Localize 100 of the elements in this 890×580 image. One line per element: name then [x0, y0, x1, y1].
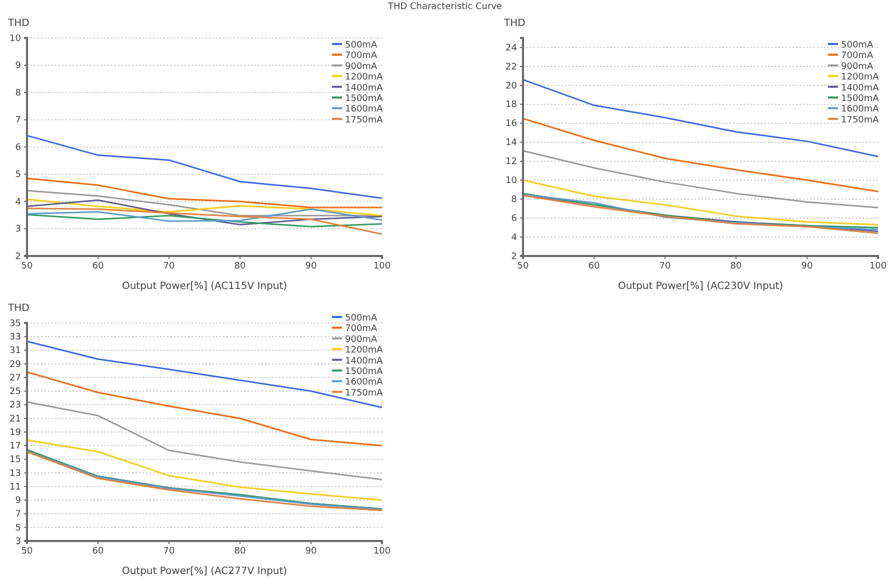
line-series	[522, 150, 879, 208]
y-tick-label: 5	[15, 170, 21, 180]
x-tick-label: 60	[588, 261, 600, 272]
line-series	[26, 208, 383, 222]
x-tick-label: 70	[163, 546, 175, 556]
y-tick-label: 13	[10, 468, 21, 479]
y-tick-label: 2	[15, 252, 21, 262]
y-tick-label: 7	[15, 116, 21, 126]
line-series	[26, 401, 383, 480]
y-tick-label: 19	[10, 428, 22, 438]
y-tick-label: 6	[15, 142, 22, 153]
line-series	[26, 214, 383, 228]
line-series	[26, 340, 383, 408]
y-tick-label: 9	[15, 61, 22, 72]
y-tick-label: 21	[10, 414, 21, 424]
y-tick-label: 7	[15, 510, 21, 520]
line-series	[522, 78, 879, 158]
line-series	[26, 198, 383, 216]
legend-label: 1400mA	[345, 356, 384, 366]
line-series	[522, 179, 879, 226]
x-tick-label: 80	[234, 546, 246, 556]
legend-label: 500mA	[841, 40, 874, 50]
legend-label: 1600mA	[345, 104, 384, 115]
legend-label: 1500mA	[345, 367, 384, 377]
x-tick-label: 70	[163, 261, 175, 272]
legend-label: 1750mA	[345, 115, 384, 126]
x-tick-label: 80	[730, 261, 742, 272]
y-axis-title: THD	[503, 18, 526, 29]
x-axis-title: Output Power[%] (AC277V Input)	[122, 566, 288, 577]
y-tick-label: 4	[511, 232, 518, 243]
line-series	[26, 208, 383, 235]
x-tick-label: 50	[21, 261, 33, 272]
x-tick-label: 90	[801, 261, 813, 272]
legend-label: 500mA	[345, 314, 378, 324]
legend-label: 900mA	[841, 62, 874, 72]
legend-label: 700mA	[345, 51, 378, 62]
y-tick-label: 11	[10, 482, 21, 492]
x-tick-label: 90	[305, 261, 317, 272]
y-tick-label: 18	[506, 100, 518, 110]
y-tick-label: 3	[15, 224, 21, 235]
y-tick-label: 8	[511, 195, 518, 206]
legend-label: 1750mA	[345, 388, 384, 398]
legend-label: 700mA	[841, 51, 874, 62]
legend-label: 1200mA	[841, 72, 880, 83]
legend-label: 1600mA	[345, 378, 384, 388]
line-series	[26, 439, 383, 501]
legend-label: 700mA	[345, 324, 378, 334]
x-tick-label: 90	[305, 546, 317, 556]
text: THD Characteristic Curve	[386, 2, 502, 12]
y-tick-label: 4	[15, 197, 22, 208]
y-tick-label: 22	[506, 62, 517, 72]
legend-label: 500mA	[345, 40, 378, 50]
line-series	[522, 118, 879, 192]
legend-label: 1500mA	[345, 94, 384, 104]
y-axis-title: THD	[7, 303, 30, 314]
y-tick-label: 6	[511, 214, 518, 224]
y-tick-label: 20	[506, 81, 518, 92]
y-tick-label: 15	[10, 455, 21, 466]
y-tick-label: 24	[506, 43, 518, 54]
legend-label: 1600mA	[841, 104, 880, 115]
x-tick-label: 80	[234, 261, 246, 272]
line-series	[26, 199, 383, 226]
y-tick-label: 14	[506, 138, 518, 148]
y-tick-label: 25	[10, 387, 21, 398]
y-tick-label: 12	[506, 157, 517, 168]
x-axis-title: Output Power[%] (AC115V Input)	[122, 281, 288, 292]
x-tick-label: 60	[92, 261, 104, 272]
y-tick-label: 10	[10, 34, 22, 44]
legend-label: 1200mA	[345, 72, 384, 83]
y-tick-label: 16	[506, 119, 518, 130]
y-tick-label: 31	[10, 346, 21, 356]
legend-label: 900mA	[345, 334, 378, 345]
y-tick-label: 33	[10, 332, 21, 343]
y-tick-label: 23	[10, 400, 21, 411]
y-tick-label: 29	[10, 360, 22, 370]
x-tick-label: 100	[869, 261, 887, 272]
y-axis-title: THD	[7, 18, 30, 29]
x-tick-label: 70	[659, 261, 671, 272]
y-tick-label: 8	[15, 88, 22, 98]
y-tick-label: 35	[10, 318, 21, 329]
y-tick-label: 17	[10, 442, 21, 452]
legend-label: 1400mA	[841, 83, 880, 94]
y-tick-label: 3	[15, 536, 21, 547]
y-tick-label: 5	[15, 523, 21, 534]
y-tick-label: 2	[511, 252, 517, 262]
legend-label: 1400mA	[345, 83, 384, 94]
y-tick-label: 9	[15, 496, 22, 506]
line-series	[26, 178, 383, 208]
y-tick-label: 27	[10, 373, 21, 384]
line-series	[26, 134, 383, 199]
x-tick-label: 50	[517, 261, 529, 272]
legend-label: 1200mA	[345, 346, 384, 356]
y-tick-label: 10	[506, 176, 518, 186]
x-tick-label: 50	[21, 546, 33, 556]
x-axis-title: Output Power[%] (AC230V Input)	[618, 281, 784, 292]
x-tick-label: 100	[373, 261, 391, 272]
legend-label: 1500mA	[841, 94, 880, 104]
x-tick-label: 60	[92, 546, 104, 556]
legend-label: 900mA	[345, 62, 378, 72]
x-tick-label: 100	[373, 546, 391, 556]
